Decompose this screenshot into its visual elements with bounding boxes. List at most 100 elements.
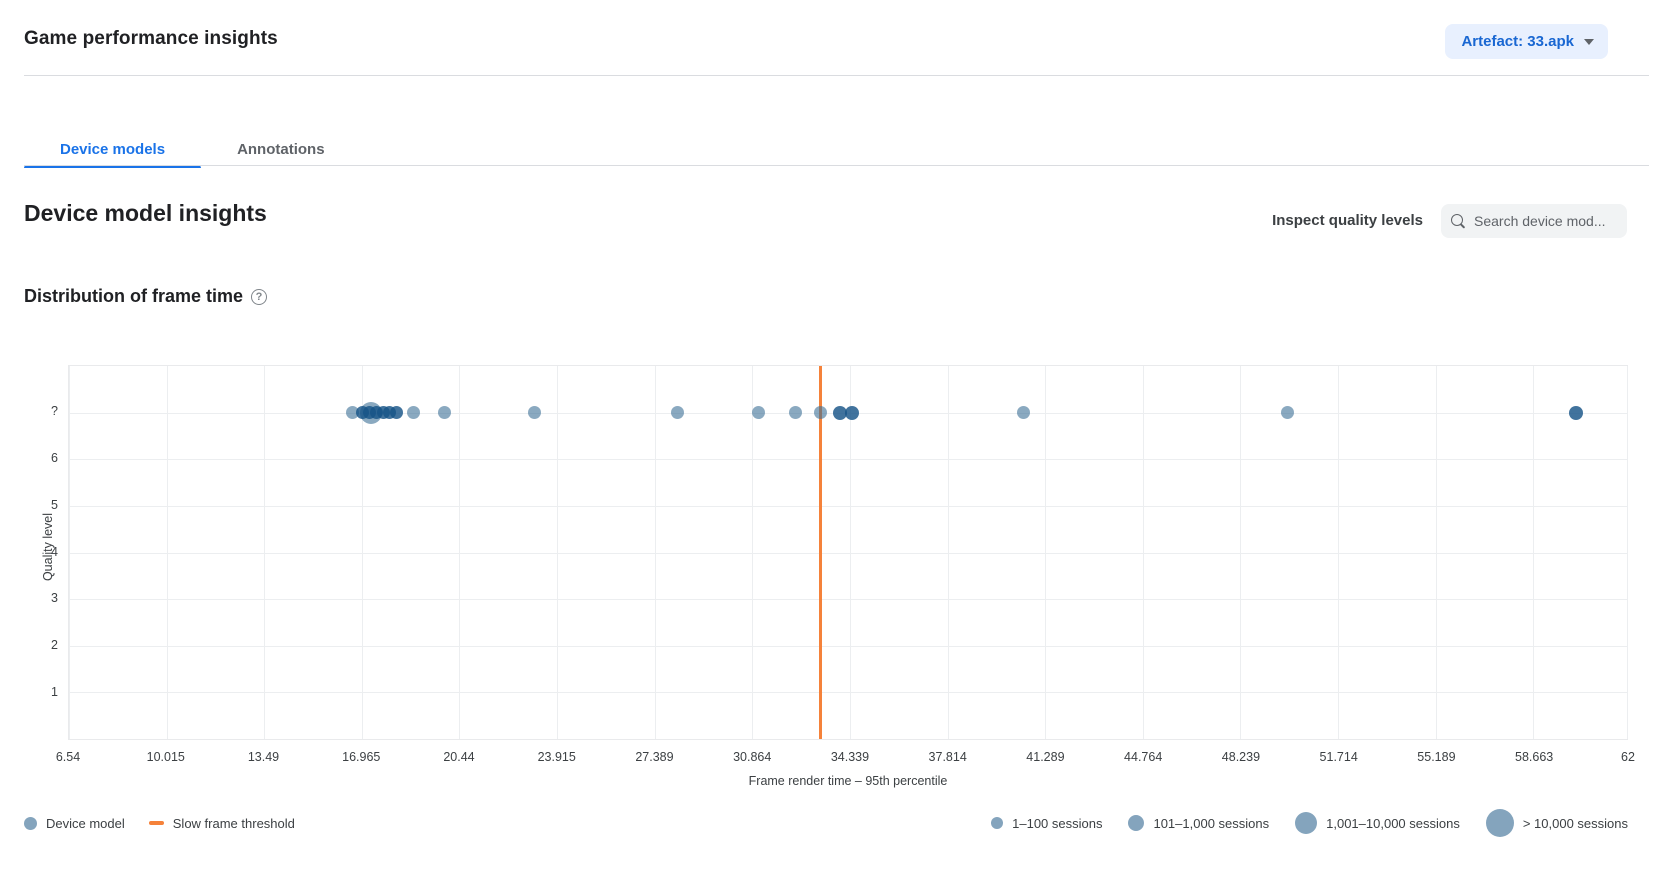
legend-device-model-label: Device model: [46, 815, 125, 831]
device-model-data-point[interactable]: [752, 406, 766, 420]
plot-area: [68, 365, 1628, 740]
legend-item-session-size: > 10,000 sessions: [1485, 809, 1628, 837]
x-tick-label: 30.864: [733, 750, 772, 764]
gridline-vertical: [264, 366, 266, 739]
x-tick-label: 58.663: [1515, 750, 1554, 764]
tabs-divider: [24, 165, 1649, 166]
tab-device-models[interactable]: Device models: [24, 132, 202, 168]
x-tick-label: 6.54: [55, 750, 81, 764]
x-axis-tick-labels: 6.54 10.015 13.49 16.965 20.44 23.915 27.389 30…: [56, 750, 1635, 768]
y-tick-label: 2: [51, 638, 58, 653]
y-tick-label: 6: [51, 450, 58, 465]
x-axis-title: Frame render time – 95th percentile: [748, 774, 948, 788]
tab-annotations[interactable]: Annotations: [237, 140, 325, 158]
session-size-label: > 10,000 sessions: [1522, 815, 1628, 831]
x-tick-label: 55.189: [1417, 750, 1456, 764]
y-axis-tick-labels: ? 6 5 4 3 2 1: [0, 365, 58, 740]
x-tick-label: 41.289: [1026, 750, 1065, 764]
x-tick-label: 23.915: [537, 750, 576, 764]
gridline-horizontal: [69, 692, 1627, 694]
gridline-vertical: [1435, 366, 1437, 739]
gridline-horizontal: [69, 645, 1627, 647]
gridline-vertical: [69, 366, 70, 739]
device-model-data-point[interactable]: [844, 405, 859, 420]
y-tick-label: 5: [51, 497, 58, 512]
x-tick-label: 27.389: [635, 750, 674, 764]
device-model-data-point[interactable]: [670, 406, 684, 420]
device-model-data-point[interactable]: [437, 406, 451, 420]
device-model-dot-icon: [24, 816, 37, 830]
gridline-vertical: [752, 366, 754, 739]
session-size-label: 101–1,000 sessions: [1153, 815, 1270, 831]
session-size-dot-icon: [1128, 815, 1145, 831]
gridline-vertical: [361, 366, 363, 739]
search-input[interactable]: [1474, 213, 1617, 229]
x-tick-label: 13.49: [247, 750, 280, 764]
gridline-vertical: [459, 366, 461, 739]
session-size-label: 1–100 sessions: [1012, 815, 1103, 831]
session-size-label: 1,001–10,000 sessions: [1326, 815, 1460, 831]
device-model-data-point[interactable]: [527, 406, 541, 420]
device-model-data-point[interactable]: [1280, 406, 1294, 420]
device-model-data-point[interactable]: [346, 406, 360, 420]
x-tick-label: 16.965: [342, 750, 381, 764]
x-tick-label: 10.015: [146, 750, 185, 764]
artefact-selector-button[interactable]: Artefact: 33.apk: [1445, 24, 1608, 59]
session-size-dot-icon: [991, 817, 1004, 829]
x-tick-label: 62: [1621, 750, 1635, 764]
device-model-data-point[interactable]: [814, 406, 828, 420]
legend-threshold-label: Slow frame threshold: [172, 815, 295, 831]
tab-bar: Device models Annotations: [24, 132, 361, 168]
gridline-vertical: [1533, 366, 1535, 739]
legend-item-slow-frame-threshold: Slow frame threshold: [148, 815, 295, 831]
legend-series: Device model Slow frame threshold: [24, 808, 295, 838]
gridline-vertical: [166, 366, 168, 739]
gridline-vertical: [849, 366, 851, 739]
gridline-vertical: [947, 366, 949, 739]
section-title: Device model insights: [24, 200, 267, 226]
x-tick-label: 44.764: [1124, 750, 1163, 764]
slow-frame-threshold-line: [818, 366, 822, 739]
header-divider: [24, 75, 1649, 76]
x-tick-label: 48.239: [1221, 750, 1261, 764]
chart-title: Distribution of frame time: [24, 286, 244, 306]
search-icon: [1451, 213, 1466, 229]
gridline-vertical: [557, 366, 559, 739]
gridline-vertical: [654, 366, 656, 739]
device-model-data-point[interactable]: [1569, 405, 1584, 420]
inspect-quality-levels-button[interactable]: Inspect quality levels: [1272, 212, 1423, 229]
artefact-selector-label: Artefact: 33.apk: [1461, 33, 1574, 50]
session-size-dot-icon: [1295, 812, 1318, 834]
legend-item-device-model: Device model: [24, 816, 125, 831]
device-model-data-point[interactable]: [406, 406, 420, 420]
y-tick-label: 4: [51, 544, 58, 559]
device-model-data-point[interactable]: [1016, 406, 1030, 420]
y-tick-label: ?: [51, 403, 58, 418]
help-icon[interactable]: ?: [251, 288, 268, 305]
legend-session-sizes: 1–100 sessions 101–1,000 sessions 1,001–10…: [991, 800, 1628, 846]
legend-item-session-size: 101–1,000 sessions: [1128, 815, 1269, 831]
gridline-horizontal: [69, 552, 1627, 554]
threshold-dash-icon: [148, 820, 164, 826]
gridline-vertical: [1627, 366, 1628, 739]
gridline-horizontal: [69, 505, 1627, 507]
chart-title-row: Distribution of frame time ?: [24, 286, 268, 307]
gridline-vertical: [1045, 366, 1047, 739]
device-model-data-point[interactable]: [390, 406, 404, 420]
x-tick-label: 37.814: [928, 750, 967, 764]
device-model-data-point[interactable]: [788, 406, 802, 420]
device-model-search[interactable]: [1441, 204, 1627, 238]
x-tick-label: 51.714: [1319, 750, 1358, 764]
legend-item-session-size: 1,001–10,000 sessions: [1295, 812, 1460, 834]
gridline-horizontal: [69, 599, 1627, 601]
x-tick-label: 34.339: [830, 750, 870, 764]
device-model-data-point[interactable]: [833, 405, 848, 420]
gridline-vertical: [1338, 366, 1340, 739]
gridline-horizontal: [69, 459, 1627, 461]
x-tick-label: 20.44: [443, 750, 475, 764]
y-tick-label: 3: [51, 591, 58, 606]
gridline-vertical: [1142, 366, 1144, 739]
page-title: Game performance insights: [24, 28, 278, 49]
y-tick-label: 1: [51, 685, 58, 700]
